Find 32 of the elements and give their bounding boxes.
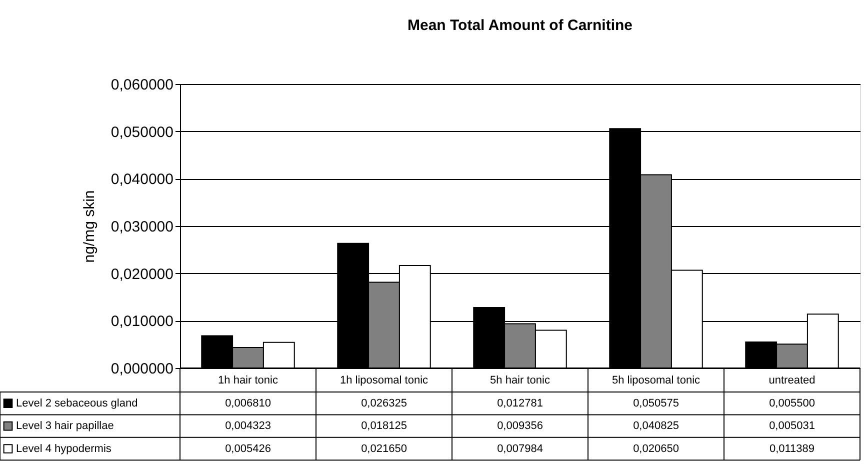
data-label: 0,005500 [769,397,815,410]
data-label: 0,005031 [769,420,815,432]
y-tick-label: 0,020000 [110,266,174,283]
data-label: 0,040825 [633,420,679,432]
y-tick-label: 0,000000 [110,360,174,378]
data-label: 0,009356 [497,420,543,432]
data-label: 0,004323 [225,420,271,432]
data-label: 0,018125 [361,420,407,432]
data-label: 0,005426 [225,442,271,455]
y-tick-label: 0,030000 [110,218,174,236]
x-tick-label: 1h liposomal tonic [340,374,429,386]
x-tick-label: untreated [768,374,816,386]
data-label: 0,007984 [497,442,543,455]
data-label: 0,020650 [633,442,679,455]
y-tick-label: 0,040000 [110,171,174,188]
y-tick-label: 0,050000 [110,124,174,141]
data-label: 0,050575 [633,397,679,410]
chart-title: Mean Total Amount of Carnitine [408,17,632,34]
data-label: 0,006810 [225,397,271,410]
x-tick-label: 5h hair tonic [490,374,550,386]
legend-label: Level 2 sebaceous gland [16,397,138,410]
x-tick-label: 5h liposomal tonic [612,374,701,386]
y-tick-label: 0,060000 [110,76,174,94]
y-axis-title: ng/mg skin [80,190,98,263]
x-tick-label: 1h hair tonic [218,374,278,386]
legend-label: Level 3 hair papillae [16,420,114,432]
data-label: 0,012781 [497,397,543,410]
legend-label: Level 4 hypodermis [16,442,112,455]
data-label: 0,011389 [769,442,815,455]
data-label: 0,026325 [361,397,407,410]
y-tick-label: 0,010000 [110,313,174,330]
data-label: 0,021650 [361,442,407,455]
